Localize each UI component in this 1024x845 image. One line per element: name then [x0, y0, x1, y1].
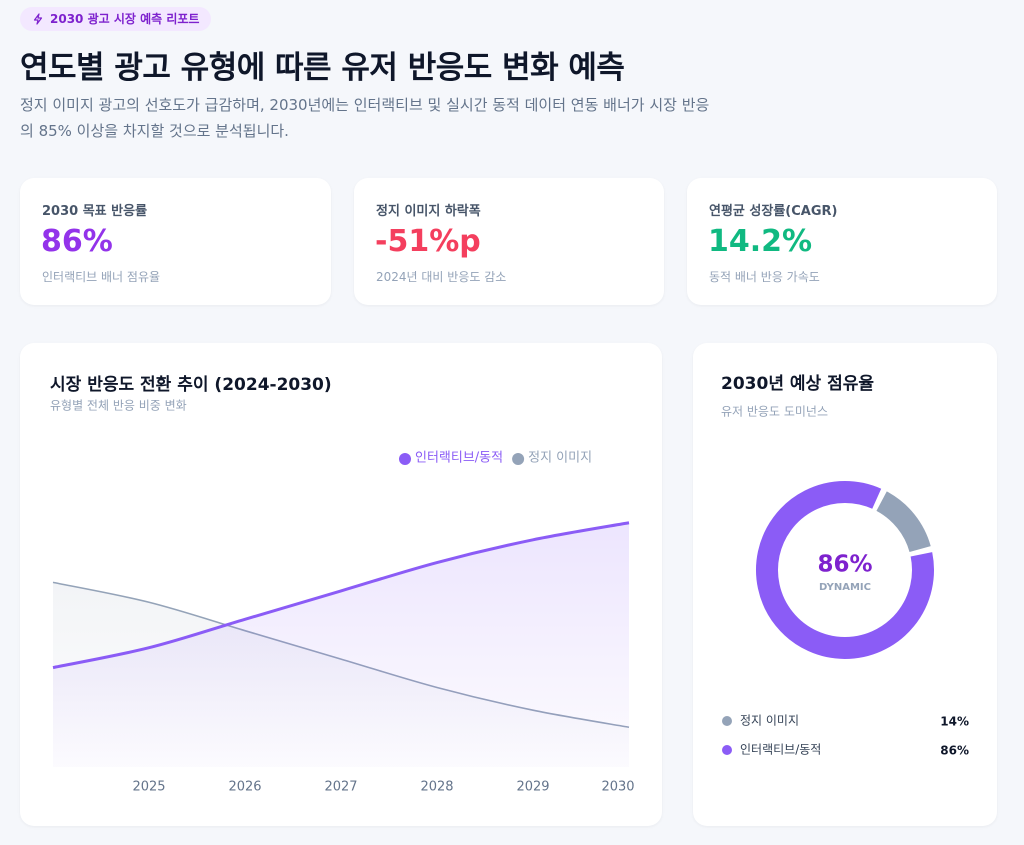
legend-value: 86% — [940, 744, 969, 758]
series-line — [52, 521, 630, 670]
legend-value: 14% — [940, 715, 969, 729]
kpi-note: 인터랙티브 배너 점유율 — [42, 270, 161, 284]
donut-segment — [756, 481, 934, 659]
kpi-label: 연평균 성장률(CAGR) — [709, 204, 838, 219]
kpi-label: 2030 목표 반응률 — [42, 204, 148, 219]
legend-swatch — [722, 716, 732, 726]
report-badge: 2030 광고 시장 예측 리포트 — [20, 7, 212, 31]
legend-label: 정지 이미지 — [528, 451, 592, 466]
donut-segment — [876, 491, 931, 553]
donut-center-value: 86% — [817, 552, 872, 578]
kpi-value: 14.2% — [708, 224, 813, 259]
kpi-note: 2024년 대비 반응도 감소 — [376, 270, 507, 284]
chart-title: 시장 반응도 전환 추이 (2024-2030) — [50, 375, 332, 395]
kpi-card: 2030 목표 반응률 86% 인터랙티브 배너 점유율 — [20, 178, 331, 305]
legend-label: 인터랙티브/동적 — [740, 743, 821, 757]
x-tick-label: 2027 — [324, 780, 357, 795]
kpi-value: 86% — [41, 224, 113, 259]
x-tick-label: 2028 — [420, 780, 453, 795]
kpi-label: 정지 이미지 하락폭 — [376, 204, 481, 219]
kpi-card: 정지 이미지 하락폭 -51%p 2024년 대비 반응도 감소 — [354, 178, 664, 305]
legend-label: 인터랙티브/동적 — [415, 451, 503, 466]
legend-swatch — [512, 453, 525, 465]
kpi-note: 동적 배너 반응 가속도 — [709, 270, 820, 284]
x-tick-label: 2025 — [132, 780, 165, 795]
x-tick-label: 2030 — [601, 780, 634, 795]
x-tick-label: 2026 — [228, 780, 261, 795]
legend-swatch — [722, 745, 732, 755]
donut-center-label: DYNAMIC — [819, 582, 871, 593]
badge-text: 2030 광고 시장 예측 리포트 — [50, 12, 200, 26]
chart-title: 2030년 예상 점유율 — [721, 374, 874, 394]
page-description: 정지 이미지 광고의 선호도가 급감하며, 2030년에는 인터랙티브 및 실시… — [20, 96, 710, 140]
donut-chart-card — [693, 343, 997, 826]
chart-subtitle: 유저 반응도 도미넌스 — [721, 405, 828, 419]
page-title: 연도별 광고 유형에 따른 유저 반응도 변화 예측 — [20, 50, 625, 86]
chart-subtitle: 유형별 전체 반응 비중 변화 — [50, 399, 187, 413]
legend-label: 정지 이미지 — [740, 714, 799, 728]
x-tick-label: 2029 — [516, 780, 549, 795]
kpi-value: -51%p — [375, 224, 481, 259]
bolt-icon — [33, 13, 43, 25]
area-fill — [53, 522, 629, 767]
kpi-card: 연평균 성장률(CAGR) 14.2% 동적 배너 반응 가속도 — [687, 178, 997, 305]
legend-swatch — [399, 453, 411, 465]
